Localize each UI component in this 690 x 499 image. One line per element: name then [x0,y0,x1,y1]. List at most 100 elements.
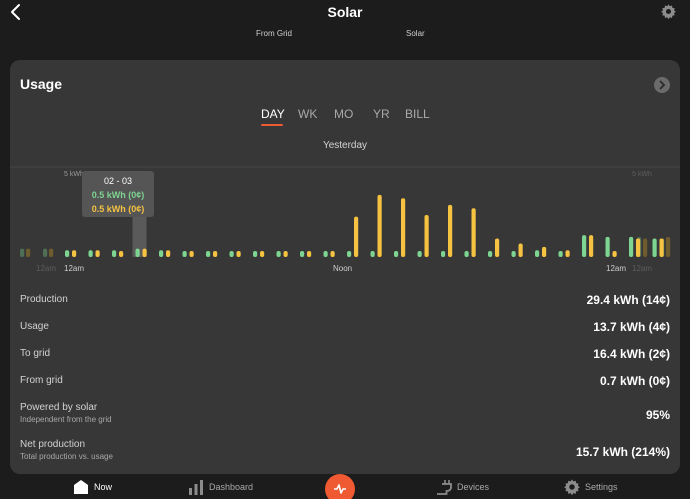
solar-label: Solar [406,29,425,38]
bar-production-8[interactable] [260,251,265,257]
bar-production-15[interactable] [424,215,429,257]
bar-usage-19[interactable] [511,251,516,257]
stat-row-from-grid: From grid 0.7 kWh (0¢) [20,374,670,395]
bar-usage-17[interactable] [464,251,469,257]
bar-production-23[interactable] [612,251,617,257]
context-bar-production [643,238,648,257]
stat-value: 0.7 kWh (0¢) [599,374,670,388]
bar-usage-22[interactable] [582,235,587,257]
stat-value: 15.7 kWh (214%) [575,445,670,459]
tab-mo[interactable]: MO [334,107,354,121]
gear-icon[interactable] [660,3,677,20]
bar-usage-25[interactable] [652,238,657,257]
from-grid-label: From Grid [256,29,292,38]
bar-chart-icon [189,480,203,495]
bar-usage-9[interactable] [276,251,281,257]
bar-usage-24[interactable] [629,236,634,257]
bar-production-3[interactable] [142,248,147,257]
tab-yr[interactable]: YR [373,107,390,121]
usage-card: Usage DAY WK MO YR BILL Yesterday 5 kWh 5… [10,60,680,474]
stat-label: Net production [20,439,86,450]
y-axis-label-right: 5 kWh [632,171,652,178]
stat-sublabel: Independent from the grid [20,415,112,424]
bar-usage-12[interactable] [347,251,352,257]
bar-production-12[interactable] [354,216,359,257]
bar-production-6[interactable] [213,251,218,257]
bar-production-17[interactable] [471,208,476,257]
bar-usage-2[interactable] [112,250,117,257]
period-tabs: DAY WK MO YR BILL [10,107,680,129]
card-title: Usage [20,76,63,92]
context-bar-production [666,236,671,257]
bar-production-0[interactable] [72,250,77,257]
stat-value: 13.7 kWh (4¢) [593,320,670,334]
bar-usage-13[interactable] [370,251,375,257]
stat-label: From grid [20,375,63,386]
bar-production-16[interactable] [448,204,453,257]
bar-production-9[interactable] [283,251,288,257]
bar-usage-4[interactable] [159,250,164,257]
chevron-right-icon[interactable] [654,77,670,93]
bar-production-19[interactable] [518,243,523,257]
stat-value: 29.4 kWh (14¢) [586,293,670,307]
bar-usage-1[interactable] [88,250,93,257]
bar-production-21[interactable] [565,250,570,257]
stat-row-production: Production 29.4 kWh (14¢) [20,293,670,314]
bar-production-11[interactable] [330,251,335,257]
stat-row-powered-by-solar: Powered by solar Independent from the gri… [20,402,670,432]
bar-usage-7[interactable] [229,251,234,257]
nav-settings-label: Settings [585,482,618,492]
bar-usage-16[interactable] [441,251,446,257]
top-bar: Solar From Grid Solar [0,0,690,56]
nav-dashboard-label: Dashboard [209,482,254,492]
bar-usage-21[interactable] [558,251,563,257]
x-tick-label-4: 12am [632,264,652,273]
x-tick-label-2: Noon [333,264,352,273]
bar-production-24[interactable] [636,238,641,257]
bar-usage-20[interactable] [535,250,540,257]
tooltip-usage: 0.5 kWh (0¢) [92,190,145,200]
stat-label: To grid [20,348,51,359]
bar-usage-23[interactable] [605,236,610,257]
context-bar-production [49,248,54,257]
tab-day[interactable]: DAY [261,107,285,121]
stat-sublabel: Total production vs. usage [20,452,113,461]
stat-value: 95% [645,408,670,422]
bar-usage-0[interactable] [65,250,70,257]
context-bar-usage [43,248,48,257]
bar-production-20[interactable] [542,246,547,257]
bar-usage-11[interactable] [323,251,328,257]
bar-usage-14[interactable] [394,251,399,257]
tab-bill[interactable]: BILL [405,107,430,121]
stat-label: Production [20,294,68,305]
bar-usage-15[interactable] [417,251,422,257]
tab-wk[interactable]: WK [298,107,318,121]
bar-usage-18[interactable] [488,251,493,257]
bar-production-18[interactable] [495,238,500,257]
bar-production-22[interactable] [589,235,594,257]
nav-now-label: Now [94,482,113,492]
bar-usage-8[interactable] [253,251,258,257]
bar-production-2[interactable] [119,251,124,257]
bar-production-4[interactable] [166,250,171,257]
gear-icon [564,479,580,496]
stat-row-usage: Usage 13.7 kWh (4¢) [20,320,670,341]
bar-usage-5[interactable] [182,251,187,257]
bar-production-7[interactable] [236,251,241,257]
period-label: Yesterday [322,140,368,151]
context-bar-production [26,248,31,257]
usage-chart[interactable]: 5 kWh 5 kWh 12am 12am Noon 12am 12am 02 - 03 0.5… [10,160,680,280]
power-flow-button[interactable] [325,474,355,499]
bar-production-25[interactable] [659,238,664,257]
bar-production-5[interactable] [189,251,194,257]
bar-usage-10[interactable] [300,251,305,257]
back-chevron-icon[interactable] [6,2,26,22]
bar-production-13[interactable] [377,194,382,257]
bar-production-1[interactable] [95,250,100,257]
chart-tooltip [82,171,154,217]
stat-value: 16.4 kWh (2¢) [593,347,670,361]
bar-production-10[interactable] [307,251,312,257]
bar-usage-3[interactable] [135,248,140,257]
bar-usage-6[interactable] [206,251,211,257]
bar-production-14[interactable] [401,198,406,257]
